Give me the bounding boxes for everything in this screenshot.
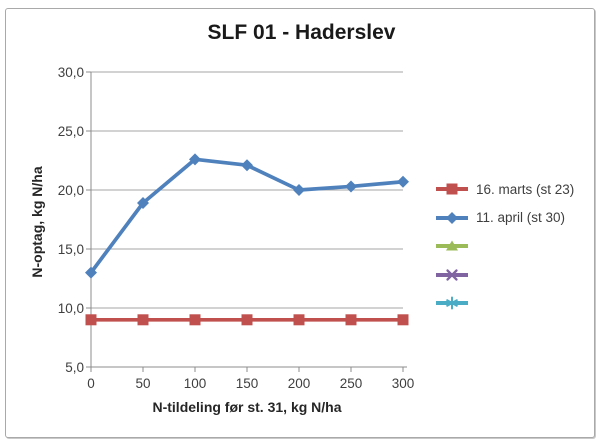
svg-text:10,0: 10,0 — [58, 301, 84, 316]
legend-item — [435, 261, 574, 290]
legend-item — [435, 289, 574, 318]
legend-item-label: 11. april (st 30) — [476, 210, 566, 226]
svg-text:150: 150 — [236, 376, 259, 391]
legend-marker-x-icon — [436, 269, 468, 281]
legend-item: 11. april (st 30) — [435, 204, 574, 233]
svg-text:25,0: 25,0 — [58, 124, 84, 139]
svg-text:250: 250 — [340, 376, 363, 391]
svg-text:20,0: 20,0 — [58, 183, 84, 198]
svg-text:15,0: 15,0 — [58, 242, 84, 257]
legend-marker-square-icon — [436, 183, 468, 195]
svg-text:200: 200 — [288, 376, 311, 391]
legend-marker-asterisk-icon — [436, 296, 468, 310]
svg-text:50: 50 — [135, 376, 150, 391]
legend: 16. marts (st 23) 11. april (st 30) — [435, 175, 574, 318]
svg-text:30,0: 30,0 — [58, 65, 84, 80]
svg-text:0: 0 — [87, 376, 95, 391]
legend-item-label: 16. marts (st 23) — [476, 181, 575, 197]
legend-marker-triangle-icon — [436, 240, 468, 251]
svg-text:100: 100 — [184, 376, 207, 391]
y-axis-title: N-optag, kg N/ha — [29, 166, 45, 278]
svg-text:300: 300 — [392, 376, 415, 391]
legend-item — [435, 232, 574, 261]
svg-text:5,0: 5,0 — [65, 360, 84, 375]
chart-title: SLF 01 - Haderslev — [207, 21, 396, 44]
x-axis-title: N-tildeling før st. 31, kg N/ha — [152, 399, 342, 415]
chart-frame — [5, 8, 595, 438]
legend-marker-diamond-icon — [436, 211, 468, 224]
legend-item: 16. marts (st 23) — [435, 175, 574, 204]
